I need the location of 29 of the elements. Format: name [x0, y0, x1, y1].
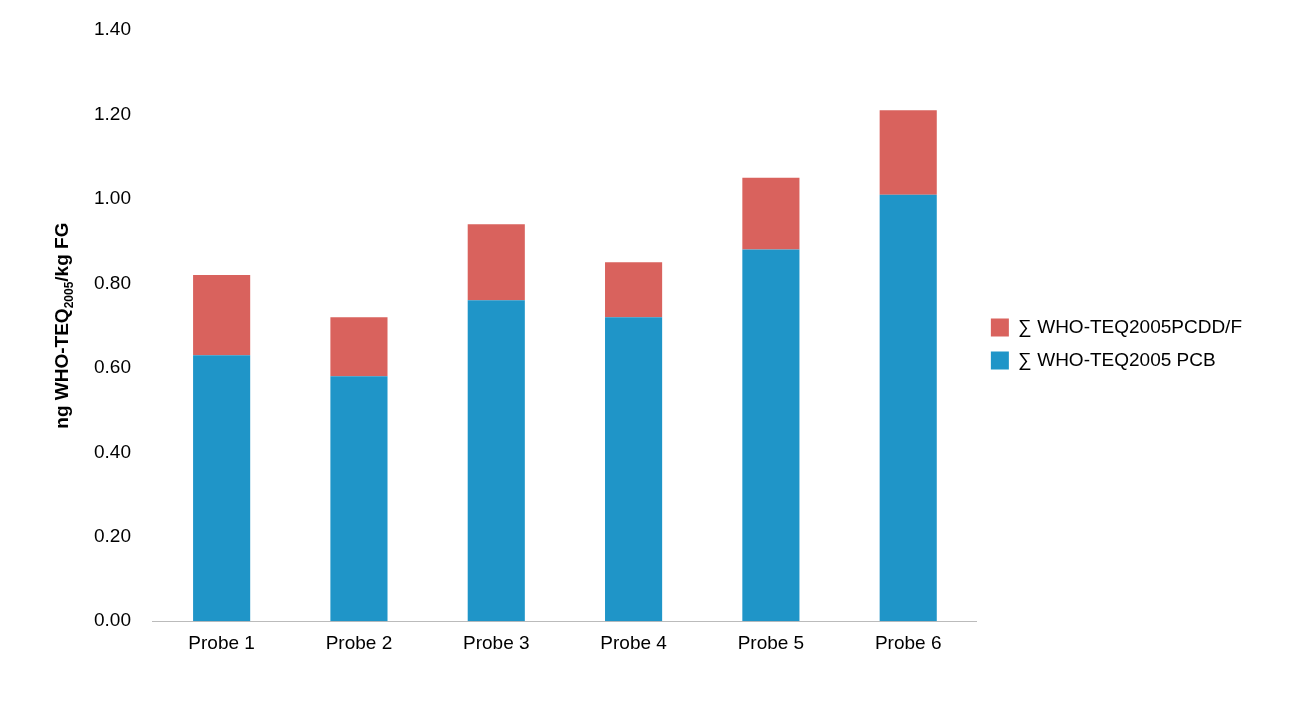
- y-tick-label: 0.60: [94, 356, 131, 378]
- bar: [879, 110, 937, 195]
- x-tick-label: Probe 6: [874, 631, 942, 653]
- x-tick-label: Probe 3: [462, 631, 530, 653]
- y-tick-label: 0.40: [94, 440, 131, 462]
- y-tick-label: 0.00: [94, 609, 131, 631]
- bar: [330, 317, 388, 377]
- y-tick-label: 1.20: [94, 102, 131, 124]
- bar: [605, 262, 663, 318]
- y-tick-label: 0.20: [94, 524, 131, 546]
- bar: [742, 177, 800, 250]
- bar: [467, 224, 525, 301]
- x-tick-label: Probe 2: [325, 631, 393, 653]
- bar: [193, 355, 251, 622]
- x-tick-label: Probe 4: [600, 631, 668, 653]
- bar: [742, 249, 800, 622]
- x-tick-label: Probe 5: [737, 631, 805, 653]
- bar: [330, 376, 388, 622]
- y-tick-label: 0.80: [94, 271, 131, 293]
- legend-label: ∑ WHO-TEQ2005 PCB: [1018, 348, 1216, 371]
- bar: [605, 317, 663, 622]
- bar: [193, 274, 251, 356]
- legend-label: ∑ WHO-TEQ2005PCDD/F: [1018, 315, 1243, 338]
- y-tick-label: 1.40: [94, 18, 131, 40]
- x-tick-label: Probe 1: [188, 631, 255, 653]
- bar: [879, 194, 937, 622]
- y-tick-label: 1.00: [94, 187, 131, 209]
- y-axis-title: ng WHO-TEQ2005/kg FG: [51, 222, 76, 429]
- bar: [467, 300, 525, 622]
